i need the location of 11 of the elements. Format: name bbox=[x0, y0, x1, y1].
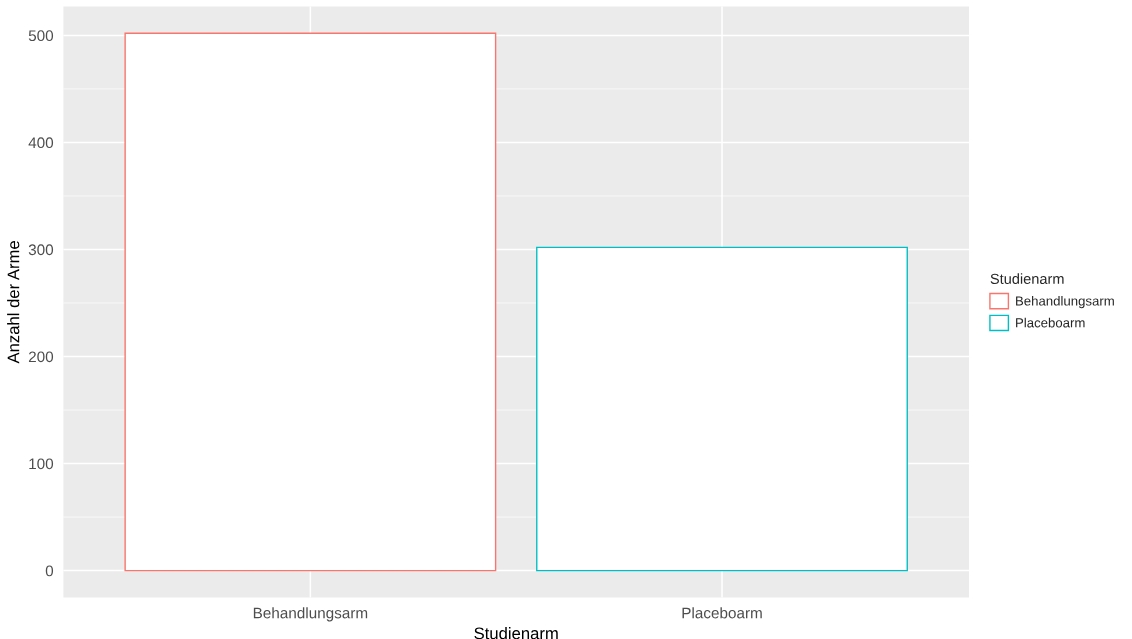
y-tick-label: 400 bbox=[28, 137, 54, 149]
legend-title: Studienarm bbox=[990, 273, 1064, 285]
y-axis-title: Anzahl der Arme bbox=[7, 241, 20, 364]
y-tick-label: 500 bbox=[28, 30, 54, 42]
legend-label: Behandlungsarm bbox=[1016, 295, 1114, 309]
y-tick-label: 0 bbox=[45, 565, 54, 577]
legend-label: Placeboarm bbox=[1016, 317, 1085, 328]
y-tick-label: 300 bbox=[28, 244, 54, 256]
y-tick-label: 200 bbox=[28, 351, 54, 363]
x-axis-title: Studienarm bbox=[474, 626, 558, 639]
y-tick-label: 100 bbox=[29, 458, 54, 470]
